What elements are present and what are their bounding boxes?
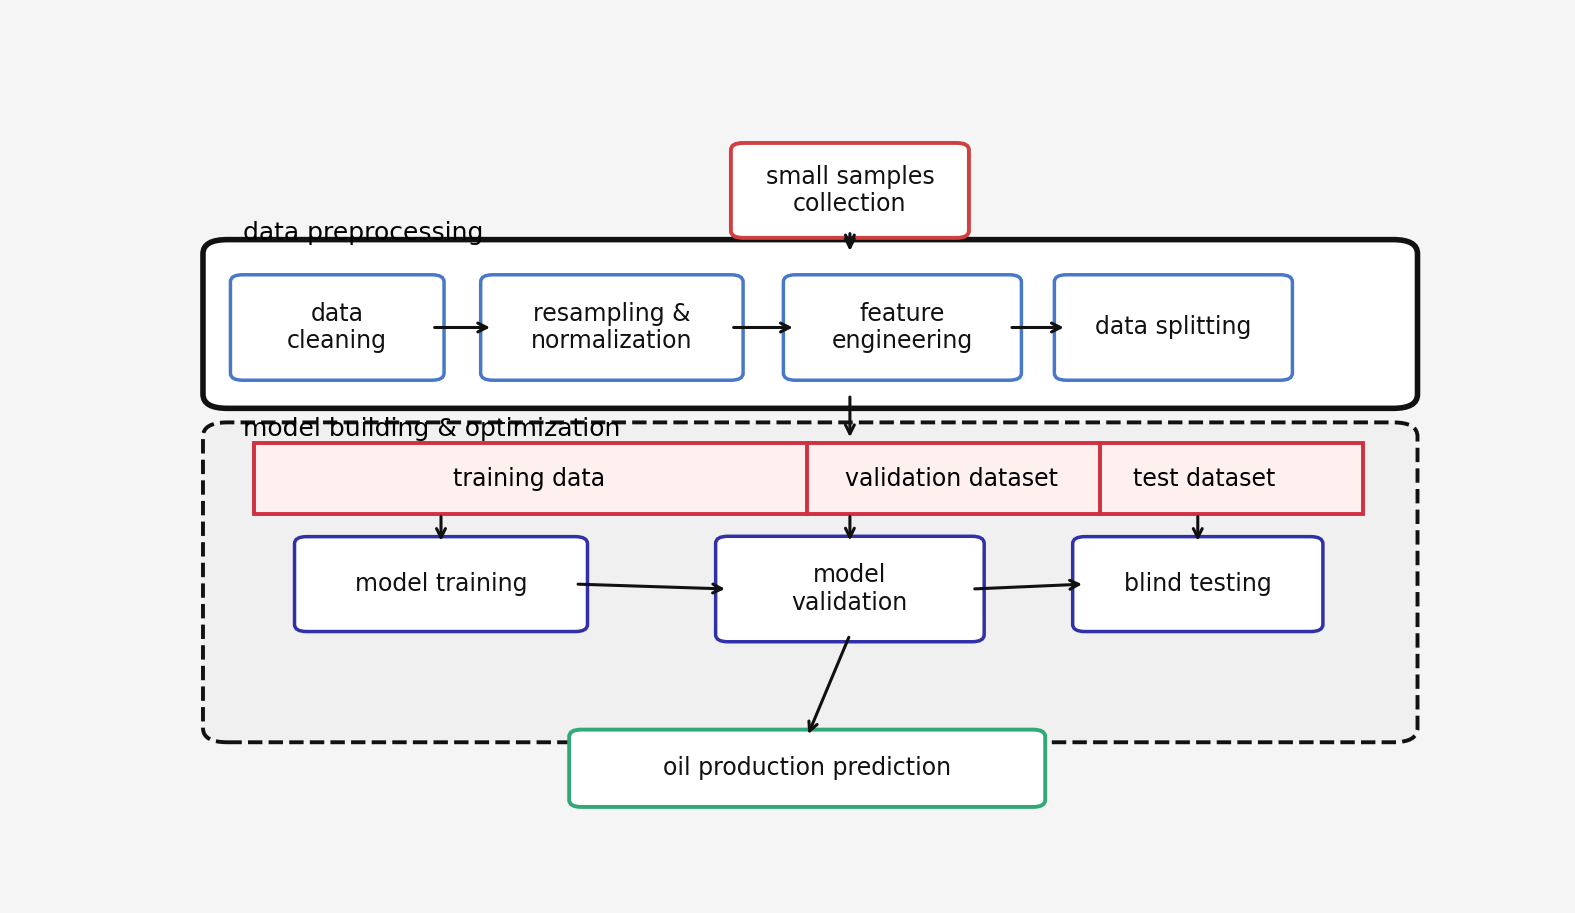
Text: validation dataset: validation dataset [844,467,1058,490]
FancyBboxPatch shape [1073,537,1323,632]
Text: data
cleaning: data cleaning [287,301,387,353]
Text: model building & optimization: model building & optimization [243,417,621,441]
Text: oil production prediction: oil production prediction [663,756,951,781]
Text: blind testing: blind testing [1125,572,1271,596]
FancyBboxPatch shape [203,423,1418,742]
Text: training data: training data [454,467,605,490]
FancyBboxPatch shape [1054,275,1293,380]
FancyBboxPatch shape [480,275,743,380]
FancyBboxPatch shape [203,239,1418,408]
FancyBboxPatch shape [569,729,1046,807]
Text: feature
engineering: feature engineering [832,301,973,353]
FancyBboxPatch shape [783,275,1022,380]
FancyBboxPatch shape [731,143,969,238]
Text: resampling &
normalization: resampling & normalization [531,301,693,353]
Text: data preprocessing: data preprocessing [243,221,484,245]
FancyBboxPatch shape [295,537,587,632]
FancyBboxPatch shape [230,275,444,380]
Bar [254,444,1362,514]
FancyBboxPatch shape [715,536,984,642]
Text: data splitting: data splitting [1095,316,1252,340]
Text: model
validation: model validation [792,563,909,615]
Text: model training: model training [354,572,528,596]
Text: test dataset: test dataset [1132,467,1276,490]
Text: small samples
collection: small samples collection [765,164,934,216]
